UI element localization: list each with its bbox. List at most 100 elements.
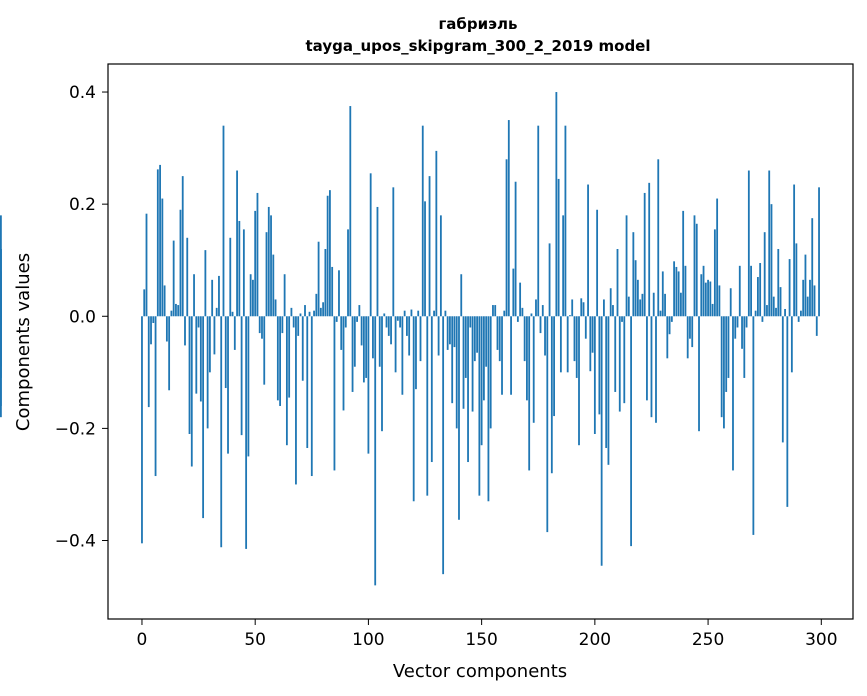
bar	[700, 274, 703, 317]
bar	[231, 311, 234, 317]
bar	[159, 164, 161, 317]
bar	[165, 316, 168, 342]
bar	[464, 316, 467, 378]
bar	[150, 316, 152, 345]
bar	[419, 316, 422, 362]
bar	[716, 198, 719, 317]
bar	[473, 316, 476, 362]
bar	[553, 316, 555, 417]
bar	[254, 210, 257, 317]
bar	[795, 243, 798, 317]
bar	[532, 316, 535, 423]
chart-subtitle: tayga_upos_skipgram_300_2_2019 model	[306, 37, 651, 55]
bar	[630, 316, 632, 547]
bar	[539, 316, 542, 334]
x-tick-label: 150	[465, 630, 497, 650]
bar	[686, 316, 689, 359]
bar	[0, 271, 2, 317]
bar	[646, 316, 648, 401]
bar	[242, 229, 245, 317]
bar	[625, 215, 628, 317]
bar	[218, 275, 220, 317]
bar	[476, 316, 479, 353]
bar	[614, 316, 617, 392]
bar	[546, 316, 549, 533]
bar	[229, 237, 232, 317]
bar	[605, 316, 608, 449]
bar	[557, 178, 560, 317]
bar	[770, 204, 773, 317]
bar	[154, 316, 157, 477]
bar	[267, 206, 270, 317]
bar	[236, 170, 238, 317]
bar	[156, 169, 159, 317]
bar	[519, 282, 522, 317]
bar	[338, 270, 340, 317]
bar	[616, 249, 619, 317]
bar	[367, 316, 370, 454]
bar	[220, 316, 223, 548]
bar	[396, 316, 399, 321]
y-axis-ticks: −0.4 −0.2 0.0 0.2 0.4	[55, 83, 108, 552]
bar	[270, 215, 272, 317]
bar	[763, 232, 766, 317]
bar	[607, 316, 610, 465]
bar	[213, 316, 216, 355]
bar	[263, 316, 266, 385]
bar	[292, 316, 295, 328]
bar	[299, 313, 302, 317]
bar	[362, 316, 365, 383]
bar	[745, 316, 748, 328]
y-tick-label: −0.4	[55, 532, 96, 552]
bar	[340, 316, 343, 350]
bar	[754, 310, 757, 317]
bar	[750, 265, 752, 317]
bar	[163, 285, 166, 317]
bar	[695, 223, 698, 317]
bar	[283, 274, 286, 317]
bar	[233, 316, 236, 350]
bar	[415, 316, 417, 390]
bar	[387, 316, 390, 336]
bar	[249, 274, 252, 317]
y-tick-label: −0.2	[55, 419, 96, 439]
bar	[516, 316, 519, 322]
bar	[193, 274, 195, 317]
bar	[784, 308, 786, 317]
x-axis-label: Vector components	[393, 661, 567, 682]
bar	[199, 316, 202, 402]
bar	[412, 316, 415, 502]
bar	[530, 313, 533, 317]
bar	[383, 313, 386, 317]
bar	[813, 285, 816, 317]
bar	[252, 279, 254, 317]
bar	[643, 192, 646, 317]
bar	[818, 187, 820, 317]
bar	[759, 263, 762, 317]
bar	[430, 316, 433, 463]
bar	[439, 215, 442, 317]
bar	[315, 293, 318, 317]
bar	[256, 192, 259, 317]
bar	[417, 310, 420, 317]
bar	[693, 215, 696, 317]
bar	[680, 292, 682, 317]
bar	[559, 316, 562, 373]
bar	[172, 240, 175, 317]
bar	[208, 316, 211, 373]
bar	[811, 218, 814, 317]
bar	[741, 316, 743, 349]
bar	[580, 298, 583, 317]
bar	[161, 198, 164, 317]
bar	[211, 279, 214, 317]
bar	[800, 310, 802, 317]
bar	[478, 316, 481, 496]
bar	[188, 316, 191, 434]
bar	[378, 316, 381, 367]
bar	[433, 310, 435, 317]
bar	[408, 316, 411, 356]
bar	[598, 316, 601, 415]
bar	[335, 316, 338, 322]
bar	[648, 182, 651, 317]
